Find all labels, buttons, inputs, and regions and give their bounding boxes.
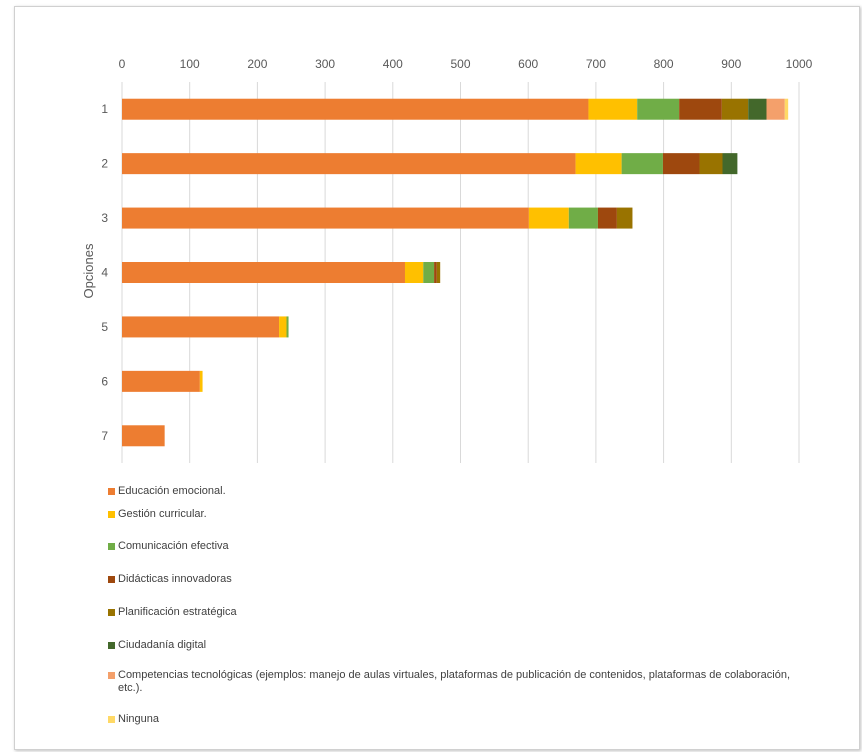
legend-label: Gestión curricular. [118,508,207,520]
legend-swatch [108,576,115,583]
legend-item: Didácticas innovadoras [108,573,798,586]
x-tick-label: 800 [654,57,674,71]
legend-swatch [108,511,115,518]
y-tick-label: 4 [101,266,108,280]
x-tick-label: 600 [518,57,538,71]
x-tick-label: 1000 [786,57,813,71]
y-tick-label: 1 [101,102,108,116]
legend-item: Ninguna [108,713,798,726]
legend-swatch [108,716,115,723]
legend-swatch [108,642,115,649]
legend-label: Ninguna [118,713,159,725]
x-tick-label: 100 [180,57,200,71]
legend-item: Planificación estratégica [108,606,798,619]
bar-segment [286,316,289,338]
bar-segment [122,370,200,392]
gridlines [121,82,800,463]
bar-segment [679,98,722,120]
legend-label: Comunicación efectiva [118,540,229,552]
bar-segment [434,262,437,283]
legend-swatch [108,609,115,616]
legend-item: Ciudadanía digital [108,639,798,652]
legend-label: Didácticas innovadoras [118,573,232,585]
bar-segment [528,207,569,229]
bar-segment [575,153,622,175]
bar-segment [122,153,576,175]
legend-swatch [108,488,115,495]
x-tick-label: 0 [119,57,126,71]
legend: Educación emocional. Gestión curricular. C… [108,485,798,726]
bar-segment [721,98,749,120]
legend-label: Planificación estratégica [118,606,237,618]
bars [122,98,789,447]
bar-segment [122,98,589,120]
x-tick-label: 700 [586,57,606,71]
legend-swatch [108,543,115,550]
legend-label: Ciudadanía digital [118,639,207,651]
x-tick-label: 400 [383,57,403,71]
bar-segment [122,262,405,283]
x-tick-label: 300 [315,57,335,71]
legend-item: Comunicación efectiva [108,540,798,553]
y-tick-label: 7 [101,429,108,443]
legend-item: Educación emocional. [108,485,798,498]
y-tick-label: 2 [101,157,108,171]
legend-item: Competencias tecnológicas (ejemplos: man… [108,669,798,695]
x-axis-ticks: 0 100 200 300 400 500 600 700 800 900 1000 [119,57,813,71]
bar-segment [662,153,700,175]
bar-segment [621,153,663,175]
legend-swatch [108,672,115,679]
y-tick-label: 5 [101,320,108,334]
y-axis-ticks: 1 2 3 4 5 6 7 [101,102,108,443]
bar-segment [588,98,638,120]
x-tick-label: 500 [450,57,470,71]
x-tick-label: 900 [721,57,741,71]
bar-segment [784,98,789,120]
bar-segment [436,262,441,283]
bar-segment [568,207,598,229]
bar-segment [199,370,203,392]
legend-label: Competencias tecnológicas (ejemplos: man… [118,669,790,694]
bar-segment [404,262,424,283]
legend-item: Gestión curricular. [108,508,798,521]
bar-segment [722,153,738,175]
bar-segment [122,207,529,229]
bar-segment [122,316,280,338]
bar-segment [637,98,680,120]
bar-segment [423,262,435,283]
bar-segment [699,153,723,175]
bar-segment [279,316,287,338]
y-tick-label: 6 [101,374,108,388]
bar-segment [766,98,785,120]
bar-segment [122,425,165,447]
legend-label: Educación emocional. [118,485,226,497]
bar-segment [748,98,767,120]
x-tick-label: 200 [247,57,267,71]
bar-segment [597,207,617,229]
y-axis-title: Opciones [81,243,96,298]
y-tick-label: 3 [101,211,108,225]
bar-segment [616,207,633,229]
